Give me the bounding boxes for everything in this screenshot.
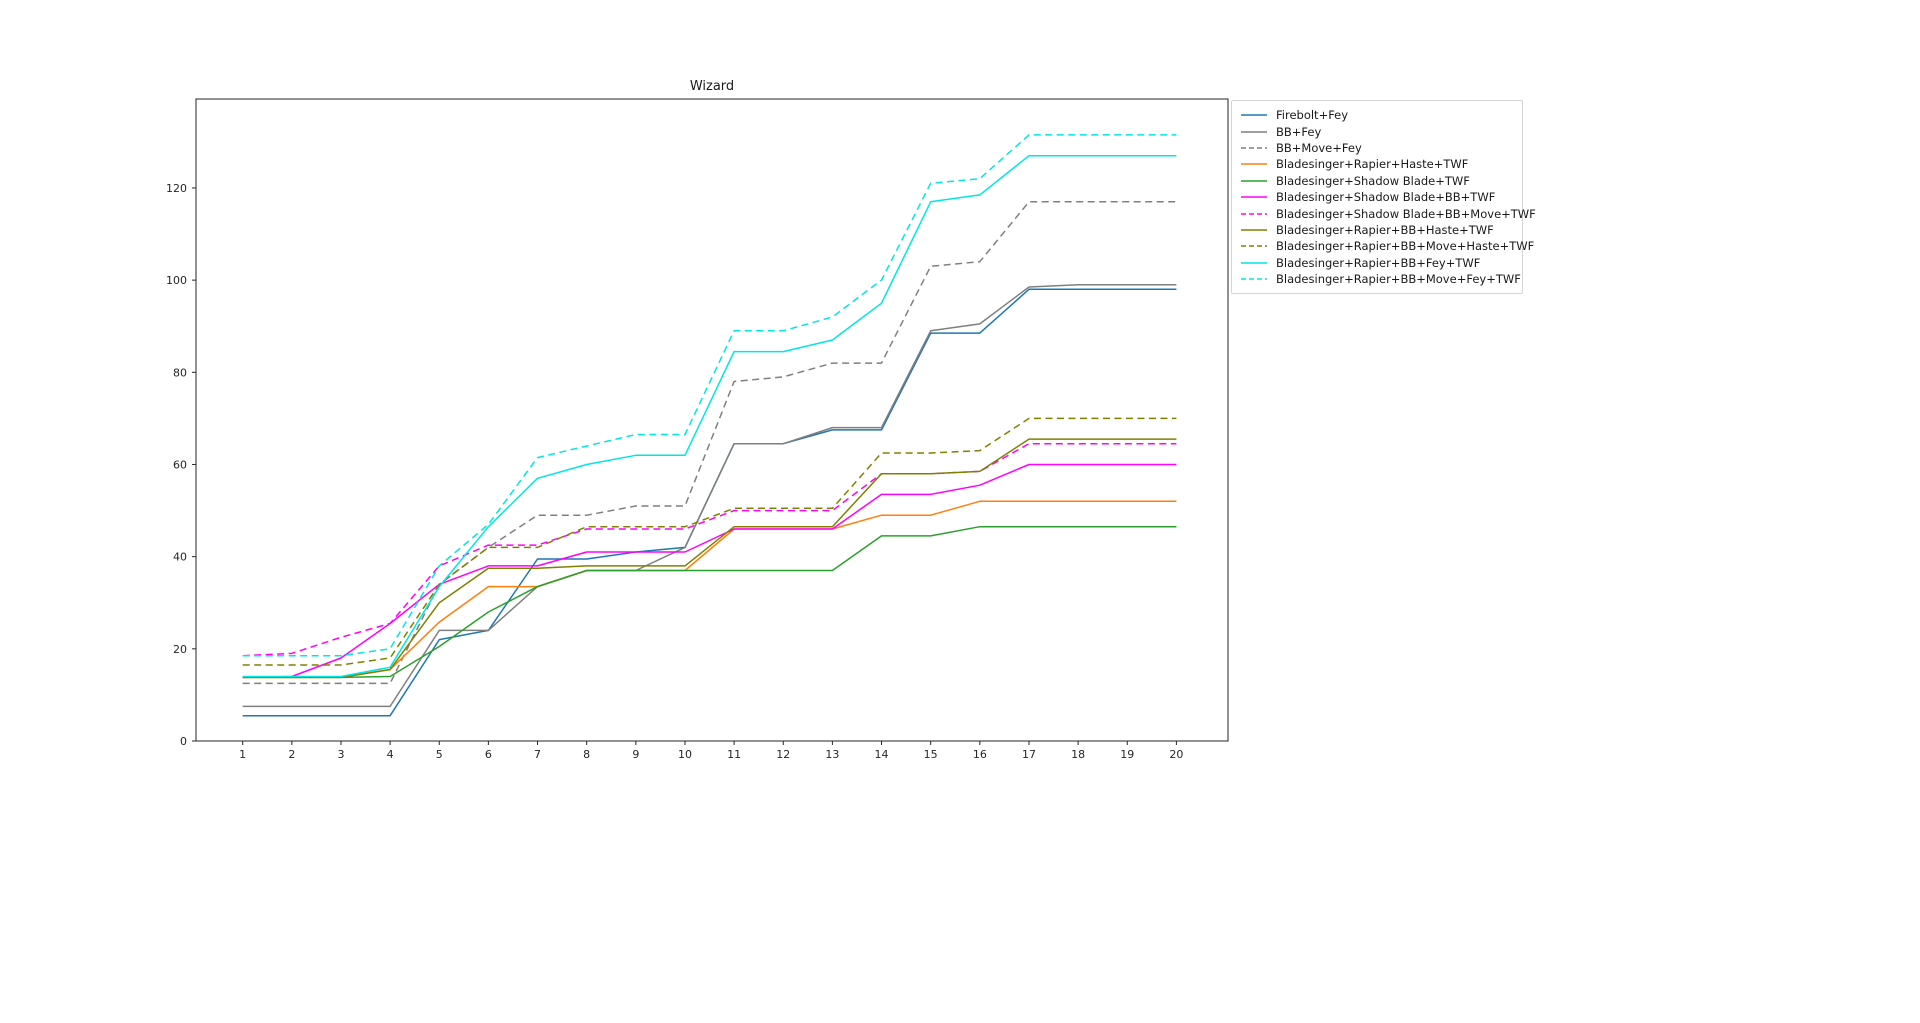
x-axis-tick-label: 4 [387,748,394,761]
legend-line-sample-dashed [1241,147,1267,149]
legend-label: Bladesinger+Rapier+BB+Fey+TWF [1276,255,1481,270]
legend: Firebolt+Fey BB+Fey BB+Move+Fey Bladesinger… [1231,100,1536,295]
legend-item-bs-rapier-bb-haste-twf: Bladesinger+Rapier+BB+Haste+TWF [1239,222,1515,238]
x-axis-tick-label: 20 [1169,748,1183,761]
legend-item-bs-shadow-blade-bb-move-twf: Bladesinger+Shadow Blade+BB+Move+TWF [1239,205,1536,221]
legend-label: Bladesinger+Rapier+BB+Haste+TWF [1276,222,1494,237]
x-axis-tick-label: 18 [1071,748,1085,761]
legend-line-sample-solid [1241,130,1267,133]
legend-item-bs-rapier-haste-twf: Bladesinger+Rapier+Haste+TWF [1239,156,1515,172]
legend-line-sample-solid [1241,261,1267,264]
y-axis-tick-label: 20 [173,643,187,656]
x-axis-tick-label: 8 [583,748,590,761]
y-axis-tick-label: 120 [166,182,187,195]
x-axis-tick-label: 6 [485,748,492,761]
x-axis-tick-label: 1 [239,748,246,761]
legend-label: Bladesinger+Shadow Blade+BB+Move+TWF [1276,206,1536,221]
legend-item-bs-shadow-blade-twf: Bladesinger+Shadow Blade+TWF [1239,173,1515,189]
series-line-bs-rapier-bb-move-haste-twf [242,417,1177,666]
x-axis-tick-label: 2 [288,748,295,761]
x-axis-tick-label: 5 [436,748,443,761]
series-line-firebolt-fey [242,288,1177,717]
y-axis-tick-label: 0 [180,735,187,748]
legend-label: Bladesinger+Rapier+Haste+TWF [1276,157,1469,172]
series-line-bs-rapier-bb-fey-twf [242,154,1177,678]
series-line-bb-fey [242,283,1177,708]
legend-line-sample-solid [1241,196,1267,198]
y-axis-tick-label: 40 [173,551,187,564]
series-line-bs-shadow-blade-bb-move-twf [242,442,1177,657]
legend-label: Bladesinger+Rapier+BB+Move+Fey+TWF [1276,272,1521,287]
x-axis-tick-label: 7 [534,748,541,761]
legend-item-bs-rapier-bb-move-fey-twf: Bladesinger+Rapier+BB+Move+Fey+TWF [1239,271,1521,287]
legend-label: BB+Fey [1276,124,1322,139]
x-axis-tick-label: 3 [337,748,344,761]
chart-title: Wizard [689,79,735,94]
x-axis-tick-label: 15 [924,748,938,761]
y-axis-tick-label: 80 [173,366,187,379]
x-axis-tick-label: 19 [1120,748,1134,761]
series-line-bb-move-fey [242,201,1177,685]
legend-item-bb-move-fey: BB+Move+Fey [1239,140,1515,156]
legend-line-sample-solid [1241,114,1267,116]
legend-line-sample-dashed [1241,278,1267,280]
x-axis-tick-label: 13 [825,748,839,761]
x-axis-tick-label: 12 [776,748,790,761]
y-axis-tick-label: 100 [166,274,187,287]
legend-line-sample-solid [1241,229,1267,231]
x-axis-tick-label: 10 [678,748,692,761]
legend-line-sample-solid [1241,180,1267,182]
series-line-bs-rapier-bb-move-fey-twf [242,134,1177,657]
legend-item-bs-shadow-blade-bb-twf: Bladesinger+Shadow Blade+BB+TWF [1239,189,1515,205]
legend-item-bb-fey: BB+Fey [1239,123,1515,139]
x-axis-tick-label: 16 [973,748,987,761]
legend-item-bs-rapier-bb-move-haste-twf: Bladesinger+Rapier+BB+Move+Haste+TWF [1239,238,1534,254]
series-line-bs-rapier-haste-twf [242,500,1177,679]
legend-label: Bladesinger+Shadow Blade+TWF [1276,173,1470,188]
legend-label: Bladesinger+Rapier+BB+Move+Haste+TWF [1276,239,1535,254]
x-axis-tick-label: 17 [1022,748,1036,761]
legend-line-sample-solid [1241,163,1267,166]
legend-label: Firebolt+Fey [1276,108,1349,123]
series-line-bs-shadow-blade-twf [242,525,1177,679]
x-axis-tick-label: 9 [632,748,639,761]
series-line-bs-rapier-bb-haste-twf [242,438,1177,679]
legend-item-firebolt-fey: Firebolt+Fey [1239,107,1515,123]
x-axis-tick-label: 14 [875,748,889,761]
legend-label: BB+Move+Fey [1276,140,1362,155]
legend-line-sample-dashed [1241,245,1267,248]
x-axis-tick-label: 11 [727,748,741,761]
y-axis-tick-label: 60 [173,458,187,471]
plot-frame [195,98,1229,742]
legend-item-bs-rapier-bb-fey-twf: Bladesinger+Rapier+BB+Fey+TWF [1239,255,1515,271]
series-line-bs-shadow-blade-bb-twf [242,463,1177,679]
legend-label: Bladesinger+Shadow Blade+BB+TWF [1276,190,1496,205]
legend-line-sample-dashed [1241,212,1267,215]
